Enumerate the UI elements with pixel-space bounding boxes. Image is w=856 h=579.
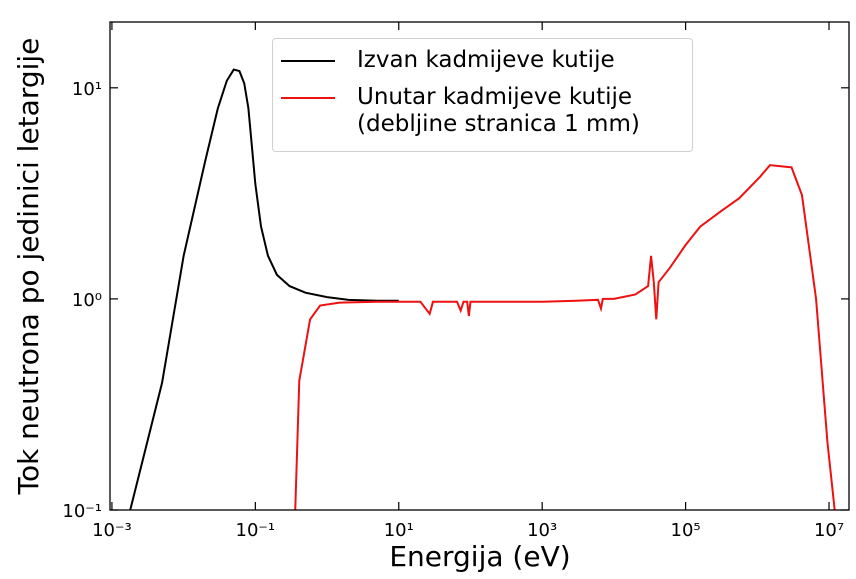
- y-tick-label: 10¹: [72, 79, 102, 100]
- x-tick-label: 10⁻³: [92, 520, 132, 541]
- legend-swatch: [281, 97, 335, 99]
- legend-label: Unutar kadmijeve kutije (debljine strani…: [357, 84, 640, 137]
- series-line: [129, 68, 399, 510]
- legend-item: Izvan kadmijeve kutije: [281, 47, 615, 74]
- legend-label: Izvan kadmijeve kutije: [357, 47, 615, 73]
- x-tick-label: 10⁵: [671, 520, 701, 541]
- y-axis-label: Tok neutrona po jedinici letargije: [12, 38, 45, 496]
- x-tick-label: 10⁻¹: [236, 520, 276, 541]
- y-tick-label: 10⁻¹: [62, 501, 102, 522]
- x-axis-label: Energija (eV): [389, 540, 570, 573]
- legend-swatch: [281, 60, 335, 62]
- x-tick-label: 10¹: [384, 520, 414, 541]
- plot-frame: [109, 21, 850, 511]
- x-tick-label: 10³: [527, 520, 557, 541]
- x-tick-label: 10⁷: [814, 520, 844, 541]
- series-line: [294, 164, 836, 510]
- y-tick-label: 10⁰: [72, 290, 102, 311]
- legend-item: Unutar kadmijeve kutije (debljine strani…: [281, 84, 640, 138]
- legend: Izvan kadmijeve kutije Unutar kadmijeve k…: [272, 38, 693, 152]
